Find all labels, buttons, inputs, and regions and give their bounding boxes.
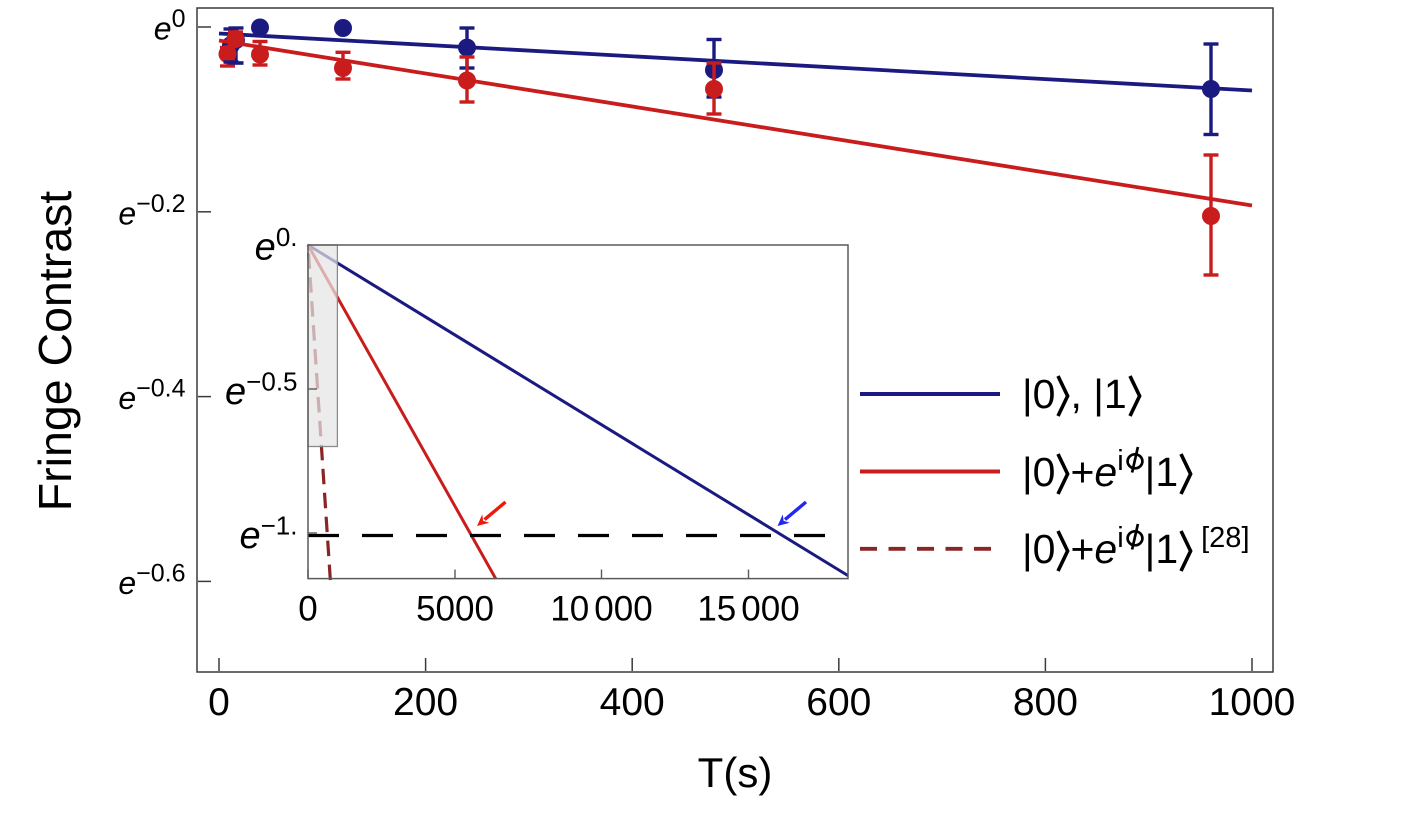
svg-text:e0.: e0. [255, 222, 298, 269]
svg-text:200: 200 [393, 681, 458, 724]
svg-text:5000: 5000 [416, 590, 494, 629]
svg-text:e0: e0 [154, 5, 186, 47]
svg-text:e−1.: e−1. [239, 511, 297, 558]
svg-text:T(s): T(s) [698, 749, 773, 796]
svg-text:800: 800 [1013, 681, 1078, 724]
svg-text:e−0.4: e−0.4 [118, 375, 185, 417]
svg-text:e−0.6: e−0.6 [118, 559, 185, 601]
svg-text:e−0.2: e−0.2 [118, 190, 185, 232]
svg-text:600: 600 [806, 681, 871, 724]
svg-text:1000: 1000 [1209, 681, 1296, 724]
svg-text:Fringe Contrast: Fringe Contrast [29, 191, 81, 512]
svg-text:400: 400 [600, 681, 665, 724]
svg-text:0: 0 [208, 681, 230, 724]
svg-text:0: 0 [298, 590, 317, 629]
svg-text:e−0.5: e−0.5 [225, 367, 297, 414]
